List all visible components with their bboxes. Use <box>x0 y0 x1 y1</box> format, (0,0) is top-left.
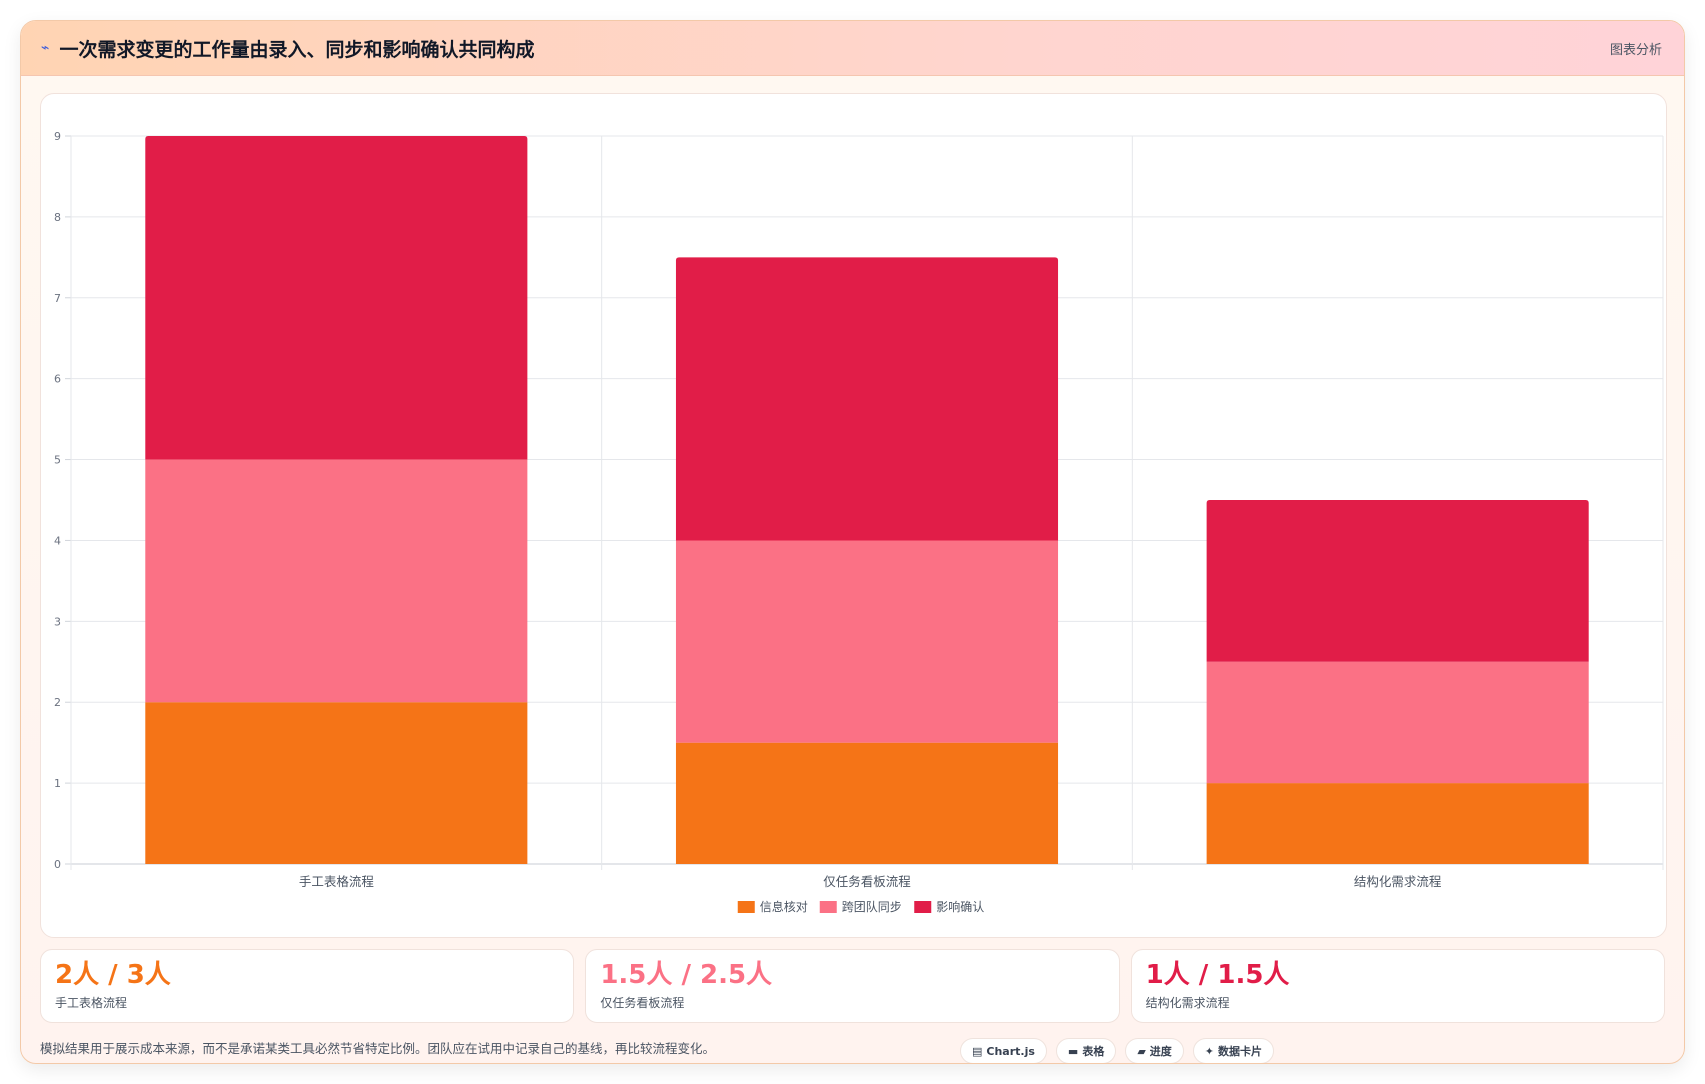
table-icon: ▬ <box>1067 1044 1079 1058</box>
y-tick-label: 4 <box>54 534 61 547</box>
tag-label: Chart.js <box>986 1044 1035 1058</box>
stat-value: 1.5人 / 2.5人 <box>600 960 773 990</box>
stat-label: 仅任务看板流程 <box>600 996 685 1010</box>
y-tick-label: 0 <box>54 858 61 871</box>
tag-table[interactable]: ▬ 表格 <box>1055 1038 1117 1063</box>
tag-label: 进度 <box>1149 1045 1172 1058</box>
chart-icon: ▤ <box>972 1044 983 1058</box>
tag-data-card[interactable]: ✦ 数据卡片 <box>1192 1038 1275 1063</box>
bar-segment <box>675 257 1059 541</box>
tag-chartjs[interactable]: ▤ Chart.js <box>960 1038 1047 1063</box>
legend-label: 信息核对 <box>760 899 808 914</box>
y-tick-label: 5 <box>54 454 61 467</box>
chart-analysis-link[interactable]: 图表分析 <box>1609 42 1662 58</box>
legend-swatch <box>737 901 755 913</box>
legend-label: 跨团队同步 <box>842 899 902 914</box>
bar-segment <box>1206 783 1589 864</box>
stat-value: 2人 / 3人 <box>55 960 171 990</box>
stat-value: 1人 / 1.5人 <box>1145 960 1290 990</box>
chart-panel: 0 1 2 3 4 5 6 7 8 9 手工表格流程 仅任务看板流程 结构化需求流程信息核对 跨团队同步 影… <box>40 93 1667 938</box>
sparkle-icon: ✦ <box>1204 1044 1215 1058</box>
bar-segment <box>145 136 528 460</box>
legend-swatch <box>914 901 932 913</box>
y-tick-label: 7 <box>54 292 61 305</box>
footer-note: 模拟结果用于展示成本来源，而不是承诺某类工具必然节省特定比例。团队应在试用中记录… <box>40 1041 716 1056</box>
stat-label: 手工表格流程 <box>55 996 128 1010</box>
y-tick-label: 3 <box>54 615 61 628</box>
stat-label: 结构化需求流程 <box>1145 996 1230 1010</box>
bolt-icon: ⌁ <box>41 40 50 56</box>
bar-segment <box>145 702 528 864</box>
tag-label: 数据卡片 <box>1218 1045 1263 1058</box>
tag-list: ▤ Chart.js ▬ 表格 ▰ 进度 ✦ 数据卡片 <box>960 1038 1275 1063</box>
chart-title: 一次需求变更的工作量由录入、同步和影响确认共同构成 <box>59 38 535 61</box>
tag-progress[interactable]: ▰ 进度 <box>1125 1038 1184 1063</box>
legend-swatch <box>819 901 837 913</box>
progress-icon: ▰ <box>1137 1044 1146 1058</box>
bar-segment <box>1206 661 1589 784</box>
bar-segment <box>145 459 528 703</box>
x-tick-label: 仅任务看板流程 <box>823 874 911 889</box>
y-tick-label: 9 <box>54 130 61 143</box>
card-footer: 模拟结果用于展示成本来源，而不是承诺某类工具必然节省特定比例。团队应在试用中记录… <box>40 1038 1665 1063</box>
y-tick-label: 2 <box>54 696 61 709</box>
tag-label: 表格 <box>1082 1045 1105 1058</box>
chart-card: ⌁ 一次需求变更的工作量由录入、同步和影响确认共同构成 图表分析 0 1 2 3 4 5 6… <box>20 20 1685 1064</box>
stat-card-manual: 2人 / 3人 手工表格流程 <box>40 949 575 1023</box>
bar-segment <box>1206 500 1589 662</box>
y-tick-label: 8 <box>54 211 61 224</box>
x-tick-label: 手工表格流程 <box>299 874 375 889</box>
header-title-group: ⌁ 一次需求变更的工作量由录入、同步和影响确认共同构成 <box>41 35 534 62</box>
card-header: ⌁ 一次需求变更的工作量由录入、同步和影响确认共同构成 图表分析 <box>21 21 1684 76</box>
stat-card-structured: 1人 / 1.5人 结构化需求流程 <box>1130 949 1665 1023</box>
stats-row: 2人 / 3人 手工表格流程 1.5人 / 2.5人 仅任务看板流程 1人 / … <box>40 949 1665 1023</box>
bar-segment <box>675 742 1059 864</box>
x-tick-label: 结构化需求流程 <box>1354 874 1442 889</box>
y-tick-label: 1 <box>54 777 61 790</box>
legend-label: 影响确认 <box>936 899 984 914</box>
stat-card-board: 1.5人 / 2.5人 仅任务看板流程 <box>585 949 1120 1023</box>
bar-segment <box>675 540 1059 743</box>
y-tick-label: 6 <box>54 373 61 386</box>
